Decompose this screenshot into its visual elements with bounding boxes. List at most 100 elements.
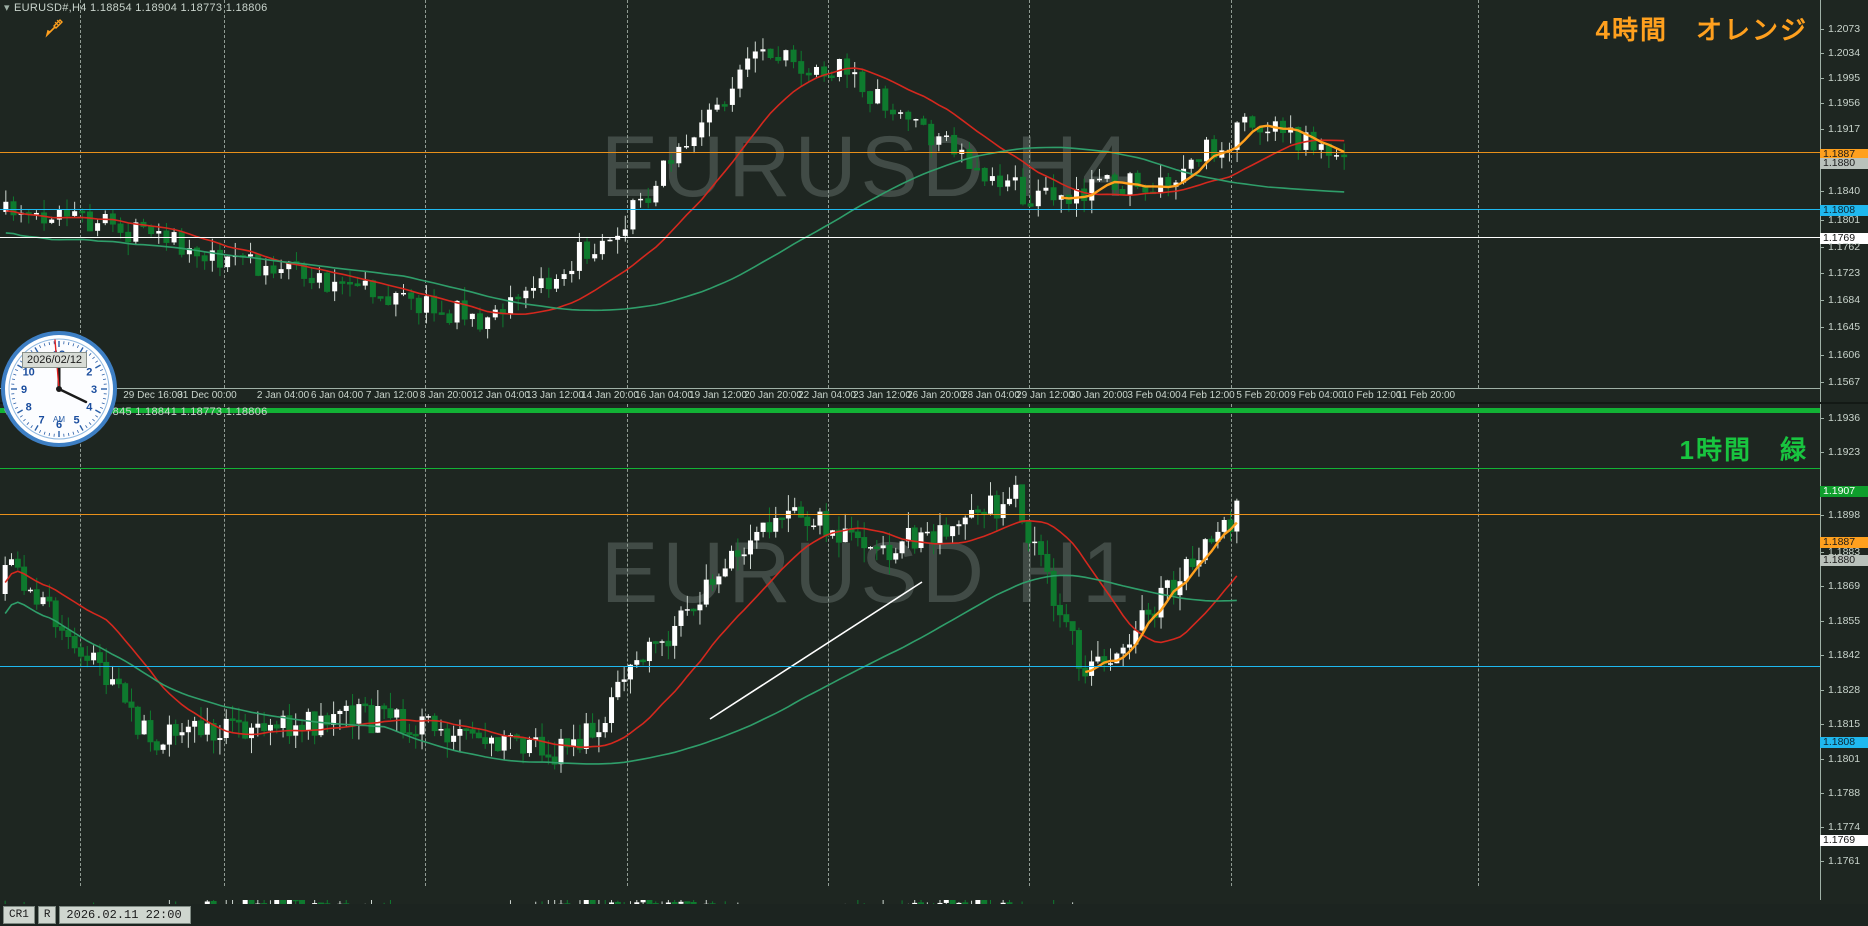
price-tick-label: 1.1645 [1820, 322, 1868, 333]
time-axis-label: 22 Jan 04:00 [798, 390, 856, 401]
price-tick-label: 1.1788 [1820, 788, 1868, 799]
price-tick-label: 1.1898 [1820, 510, 1868, 521]
clock-numeral: 8 [26, 402, 32, 414]
status-mode-button[interactable]: R [37, 906, 57, 924]
price-level-line-cyan[interactable] [0, 209, 1820, 210]
price-tick-label: 1.1828 [1820, 685, 1868, 696]
time-axis-label: 10 Feb 12:00 [1342, 390, 1402, 401]
price-tick-label: 1.2034 [1820, 48, 1868, 59]
crosshair-draw-tool-icon[interactable] [44, 18, 64, 38]
clock-numeral: 3 [91, 384, 97, 396]
time-axis-label: 19 Jan 12:00 [689, 390, 747, 401]
time-axis-label: 16 Jan 04:00 [635, 390, 693, 401]
price-tick-label: 1.1917 [1820, 124, 1868, 135]
time-axis-label: 28 Jan 04:00 [962, 390, 1020, 401]
price-tick-label: 1.1842 [1820, 650, 1868, 661]
clock-widget[interactable]: 121234567891011 AM [0, 330, 118, 448]
pane-collapse-caret-icon[interactable]: ▾ [4, 2, 10, 14]
price-tick-label: 1.1567 [1820, 377, 1868, 388]
price-tick-label: 1.1762 [1820, 242, 1868, 253]
price-tick-label: 1.1995 [1820, 73, 1868, 84]
grid-line-vertical [1029, 0, 1030, 388]
clock-numeral: 10 [23, 367, 35, 379]
price-level-line-cyan[interactable] [0, 666, 1820, 667]
clock-numeral: 4 [86, 402, 93, 414]
price-tick-label: 1.1761 [1820, 856, 1868, 867]
clock-date-label: 2026/02/12 [22, 352, 88, 368]
price-label-highlight: 1.1887 [1820, 149, 1868, 160]
status-profile-button[interactable]: CR1 [3, 906, 35, 924]
time-axis-h4[interactable]: 29 Dec 16:00 31 Dec 00:00 2 Jan 04:00 6 Jan… [0, 388, 1820, 402]
clock-numeral: 6 [56, 419, 62, 431]
price-label-highlight: 1.1808 [1820, 737, 1868, 748]
grid-line-vertical [828, 0, 829, 388]
price-tick-label: 1.1923 [1820, 447, 1868, 458]
price-tick-label: 1.1684 [1820, 295, 1868, 306]
clock-numeral: 7 [38, 414, 44, 426]
chart-plot-area-h4[interactable]: ▾ EURUSD#,H4 1.18854 1.18904 1.18773 1.18… [0, 0, 1820, 402]
grid-line-vertical [224, 404, 225, 886]
price-scale-h4[interactable]: 1.2073 1.2034 1.1995 1.1956 1.1917 1.1887 1.18… [1820, 0, 1868, 402]
chart-header-h4: ▾ EURUSD#,H4 1.18854 1.18904 1.18773 1.18… [4, 1, 268, 14]
clock-minute-hand [57, 387, 88, 404]
price-tick-label: 1.1801 [1820, 754, 1868, 765]
time-axis-label: 26 Jan 20:00 [907, 390, 965, 401]
time-axis-label: 29 Dec 16:00 [123, 390, 183, 401]
price-series-h4 [3, 38, 1348, 339]
price-level-line-orange[interactable] [0, 152, 1820, 153]
clock-meridiem: AM [53, 415, 65, 424]
clock-numeral: 9 [21, 384, 27, 396]
time-axis-label: 20 Jan 20:00 [744, 390, 802, 401]
price-level-band-green[interactable] [0, 408, 1820, 413]
price-label-highlight: 1.1907 [1820, 486, 1868, 497]
time-axis-label: 7 Jan 12:00 [365, 390, 419, 401]
time-axis-label: 12 Jan 04:00 [472, 390, 530, 401]
price-level-line-green[interactable] [0, 468, 1820, 469]
price-tick-label: 1.1723 [1820, 268, 1868, 279]
chart-header-text-h4: EURUSD#,H4 1.18854 1.18904 1.18773 1.188… [14, 2, 268, 14]
price-label-highlight: 1.1769 [1820, 233, 1868, 244]
price-tick-label: 1.1883 [1820, 547, 1868, 558]
price-tick-label: 1.1606 [1820, 350, 1868, 361]
time-axis-label: 23 Jan 12:00 [853, 390, 911, 401]
time-axis-label: 11 Feb 20:00 [1396, 390, 1456, 401]
time-axis-label: 30 Jan 20:00 [1070, 390, 1128, 401]
price-tick-label: 1.1855 [1820, 616, 1868, 627]
grid-line-vertical [1231, 0, 1232, 388]
time-axis-label: 3 Feb 04:00 [1127, 390, 1181, 401]
grid-line-vertical [1478, 0, 1479, 388]
price-label-highlight: 1.1769 [1820, 835, 1868, 846]
price-tick-label: 1.1956 [1820, 98, 1868, 109]
grid-line-vertical [224, 0, 225, 388]
grid-line-vertical [1478, 404, 1479, 886]
price-label-highlight: 1.1880 [1820, 158, 1868, 169]
grid-line-vertical [828, 404, 829, 886]
time-axis-label: 13 Jan 12:00 [526, 390, 584, 401]
time-axis-label: 6 Jan 04:00 [310, 390, 364, 401]
price-scale-h1[interactable]: 1.1936 1.1923 1.1907 1.1898 1.1887 1.1883 1.18… [1820, 404, 1868, 900]
price-tick-label: 1.1815 [1820, 719, 1868, 730]
price-label-highlight: 1.1887 [1820, 537, 1868, 548]
time-axis-label: 4 Feb 12:00 [1181, 390, 1235, 401]
price-label-highlight: 1.1808 [1820, 205, 1868, 216]
grid-line-vertical [627, 404, 628, 886]
grid-line-vertical [1231, 404, 1232, 886]
chart-plot-area-h1[interactable]: ▾EURUSD#,H1 1.18845 1.18841 1.18773 1.18… [0, 404, 1820, 900]
time-axis-label: 31 Dec 00:00 [177, 390, 237, 401]
chart-pane-h4[interactable]: ▾ EURUSD#,H4 1.18854 1.18904 1.18773 1.18… [0, 0, 1868, 402]
timeframe-annotation-h4: 4時間 オレンジ [1595, 15, 1808, 45]
time-axis-label: 2 Jan 04:00 [256, 390, 310, 401]
price-level-line-white[interactable] [0, 237, 1820, 238]
grid-line-vertical [627, 0, 628, 388]
price-tick-label: 1.1840 [1820, 186, 1868, 197]
pane-divider[interactable] [0, 402, 1868, 404]
price-level-line-orange[interactable] [0, 514, 1820, 515]
timeframe-annotation-h1: 1時間 緑 [1679, 435, 1808, 465]
status-datetime-field[interactable]: 2026.02.11 22:00 [59, 906, 191, 924]
price-tick-label: 1.2073 [1820, 24, 1868, 35]
grid-line-vertical [80, 0, 81, 388]
price-series-h1 [2, 475, 1240, 773]
time-axis-label: 9 Feb 04:00 [1290, 390, 1344, 401]
chart-pane-h1[interactable]: ▾EURUSD#,H1 1.18845 1.18841 1.18773 1.18… [0, 404, 1868, 900]
clock-numeral: 5 [73, 414, 79, 426]
